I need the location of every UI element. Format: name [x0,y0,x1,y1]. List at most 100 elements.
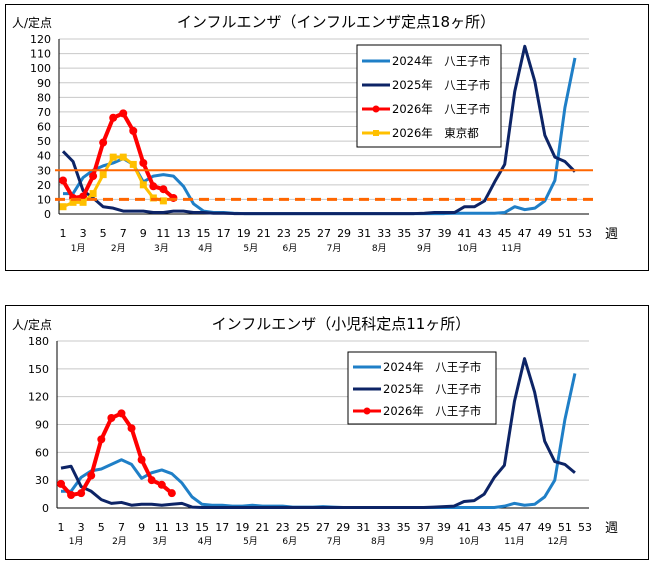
x-tick-label: 51 [558,521,572,534]
data-point [67,491,76,500]
data-point [139,158,148,167]
x-tick-label: 41 [458,227,472,240]
x-tick-label: 33 [376,521,390,534]
month-label: 9月 [417,243,432,254]
x-tick-label: 23 [276,521,290,534]
data-point [59,176,67,185]
data-point [117,409,126,418]
x-tick-label: 1 [60,227,67,240]
data-point [69,198,77,206]
chart-title: インフルエンザ（インフルエンザ定点18ヶ所） [177,13,495,31]
x-tick-label: 1 [58,521,65,534]
data-point [79,198,87,206]
month-label: 7月 [327,243,342,254]
legend-marker [363,407,371,415]
x-tick-label: 19 [237,227,251,240]
chart-panel-adult: インフルエンザ（インフルエンザ定点18ヶ所） 人/定点 0 10 20 30 40 50 60 7… [5,4,649,271]
data-point [97,435,106,444]
x-tick-label: 23 [277,227,291,240]
y-tick-label: 100 [30,62,51,75]
data-point [147,476,156,485]
x-tick-label: 27 [317,227,331,240]
y-tick-label: 60 [35,446,49,459]
legend-entry: 2026年 東京都 [392,126,479,140]
series-line [60,357,576,510]
x-axis-label: 週 [605,227,618,242]
x-tick-label: 13 [175,521,189,534]
x-tick-label: 35 [397,521,411,534]
y-tick-label: 40 [37,150,51,163]
month-label: 11月 [501,243,521,254]
month-label: 10月 [457,243,477,254]
y-tick-label: 30 [37,164,51,177]
x-tick-label: 39 [437,227,451,240]
month-label: 5月 [243,243,258,254]
series-line [61,44,577,216]
x-tick-label: 11 [155,521,169,534]
x-tick-label: 39 [437,521,451,534]
data-point [99,138,108,147]
y-axis-unit-label: 人/定点 [12,15,52,30]
x-tick-label: 13 [176,227,190,240]
legend-entry: 2026年 八王子市 [392,102,490,116]
x-tick-label: 25 [297,227,311,240]
y-tick-label: 0 [44,208,51,221]
data-point [139,181,147,189]
legend-entry: 2025年 八王子市 [383,382,481,396]
month-label: 10月 [459,536,479,547]
data-point [107,414,116,423]
data-point [99,171,107,179]
x-tick-label: 35 [397,227,411,240]
y-tick-label: 150 [28,363,49,376]
data-point [109,153,117,161]
legend-entry: 2024年 八王子市 [392,54,490,68]
legend-entry: 2024年 八王子市 [383,360,481,374]
x-tick-label: 29 [337,227,351,240]
x-tick-label: 53 [578,227,592,240]
y-tick-label: 20 [37,179,51,192]
month-label: 8月 [372,243,387,254]
series-line [61,373,577,510]
month-label: 4月 [198,243,213,254]
data-point [129,126,138,135]
data-point [59,203,67,211]
x-tick-label: 15 [197,227,211,240]
x-tick-label: 31 [356,521,370,534]
y-tick-label: 0 [42,502,49,515]
data-point [109,113,118,122]
x-tick-label: 27 [316,521,330,534]
x-tick-label: 45 [498,227,512,240]
x-tick-label: 25 [296,521,310,534]
x-tick-label: 37 [417,521,431,534]
month-label: 3月 [152,536,167,547]
x-tick-label: 49 [538,521,552,534]
month-label: 5月 [243,536,258,547]
x-tick-label: 53 [578,521,592,534]
data-point [149,182,158,191]
data-point [127,424,136,433]
chart-panel-pediatric: インフルエンザ（小児科定点11ヶ所） 人/定点 0 30 60 90 120 150 180 1 3… [5,305,649,560]
month-label: 2月 [111,243,126,254]
y-tick-label: 60 [37,121,51,134]
data-point [137,455,146,464]
month-label: 9月 [419,536,434,547]
y-tick-label: 80 [37,91,51,104]
x-tick-label: 47 [518,227,532,240]
y-tick-label: 50 [37,135,51,148]
x-tick-label: 51 [558,227,572,240]
x-tick-label: 17 [217,227,231,240]
data-point [119,109,128,118]
x-tick-label: 9 [138,521,145,534]
x-tick-label: 7 [118,521,125,534]
y-tick-label: 70 [37,106,51,119]
month-label: 6月 [283,243,298,254]
y-tick-label: 120 [28,391,49,404]
data-point [87,471,96,480]
x-tick-label: 19 [235,521,249,534]
x-tick-label: 3 [80,227,87,240]
month-label: 6月 [282,536,297,547]
x-tick-label: 45 [497,521,511,534]
data-point [57,479,65,488]
